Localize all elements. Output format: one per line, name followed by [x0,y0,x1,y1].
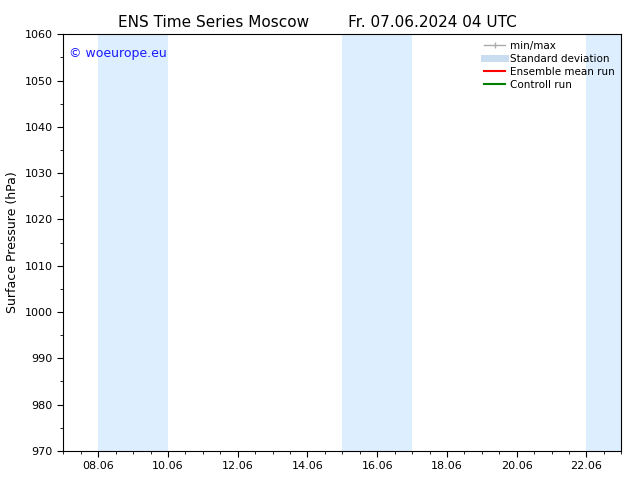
Bar [586,34,621,451]
Bar [342,34,412,451]
Bar [98,34,168,451]
Text: ENS Time Series Moscow        Fr. 07.06.2024 04 UTC: ENS Time Series Moscow Fr. 07.06.2024 04… [118,15,516,30]
Text: © woeurope.eu: © woeurope.eu [69,47,167,60]
Y-axis label: Surface Pressure (hPa): Surface Pressure (hPa) [6,172,19,314]
Legend: min/max, Standard deviation, Ensemble mean run, Controll run: min/max, Standard deviation, Ensemble me… [480,36,619,94]
